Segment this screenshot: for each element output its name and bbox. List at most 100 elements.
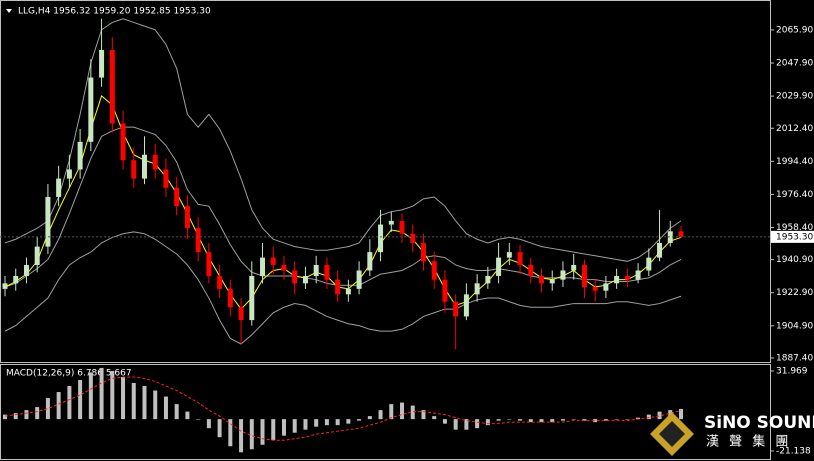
- macd-bar: [174, 404, 179, 420]
- candle-body: [141, 154, 147, 179]
- candle-body: [99, 49, 105, 78]
- macd-bar: [453, 419, 458, 430]
- candle-body: [345, 288, 351, 295]
- candle-body: [496, 257, 502, 277]
- chart-title: LLG,H4 1956.32 1959.20 1952.85 1953.30: [18, 7, 211, 17]
- candle-body: [206, 252, 212, 277]
- y-tick-label: 1958.40: [776, 223, 813, 233]
- candle-body: [581, 264, 587, 288]
- macd-bar: [464, 419, 469, 430]
- macd-bar: [389, 404, 394, 420]
- macd-bar: [550, 419, 555, 423]
- candle-body: [539, 276, 545, 284]
- macd-bar: [657, 411, 662, 420]
- macd-bar: [636, 417, 641, 420]
- macd-bar: [24, 410, 29, 420]
- y-tick-label: -21.138: [776, 446, 811, 456]
- candle-body: [152, 154, 158, 170]
- y-tick-label: 1994.40: [776, 157, 813, 167]
- macd-frame: [0, 364, 771, 460]
- y-tick-label: 1976.40: [776, 190, 813, 200]
- current-price-label: 1953.30: [776, 232, 813, 242]
- macd-bar: [131, 382, 136, 420]
- macd-bar: [67, 386, 72, 420]
- candle-body: [184, 206, 190, 229]
- macd-bar: [625, 419, 630, 420]
- macd-bar: [185, 411, 190, 420]
- candle-body: [485, 276, 491, 284]
- macd-bar: [163, 396, 168, 420]
- candle-body: [281, 264, 287, 271]
- macd-bar: [603, 419, 608, 421]
- y-tick-label: 2029.90: [776, 92, 813, 102]
- indicator-line: [4, 18, 682, 262]
- candle-body: [560, 270, 566, 280]
- candle-body: [195, 228, 201, 253]
- candle-body: [23, 264, 29, 277]
- macd-bar: [528, 419, 533, 423]
- macd-bar: [142, 386, 147, 420]
- candle-body: [571, 264, 577, 271]
- macd-bar: [324, 419, 329, 426]
- candle-body: [506, 252, 512, 258]
- candle-body: [420, 242, 426, 262]
- signal-line: [4, 376, 682, 441]
- candle-body: [528, 264, 534, 277]
- macd-bar: [432, 416, 437, 420]
- macd-bar: [442, 419, 447, 424]
- candle-body: [657, 242, 663, 258]
- candle-body: [549, 279, 555, 284]
- candle-body: [66, 169, 72, 179]
- macd-bar: [346, 419, 351, 424]
- candle-body: [324, 264, 330, 280]
- macd-bar: [357, 419, 362, 421]
- candle-body: [474, 283, 480, 295]
- macd-bar: [239, 419, 244, 453]
- macd-bar: [271, 419, 276, 441]
- candle-body: [302, 276, 308, 284]
- candle-body: [388, 220, 394, 225]
- macd-bar: [367, 416, 372, 420]
- indicator-line: [4, 126, 682, 288]
- logo-name: SiNO SOUND: [704, 413, 814, 433]
- macd-bar: [249, 419, 254, 450]
- candle-body: [131, 160, 137, 179]
- macd-bar: [281, 419, 286, 436]
- y-tick-label: 31.969: [776, 366, 808, 376]
- candle-body: [667, 231, 673, 243]
- candle-body: [120, 123, 126, 161]
- candle-body: [378, 224, 384, 253]
- candle-body: [2, 283, 8, 289]
- candle-body: [77, 141, 83, 170]
- candle-body: [292, 270, 298, 284]
- candle-body: [463, 294, 469, 317]
- candle-body: [270, 257, 276, 265]
- macd-bar: [421, 410, 426, 420]
- candle-body: [45, 196, 51, 247]
- candle-body: [249, 276, 255, 321]
- macd-bar: [121, 376, 126, 420]
- macd-bar: [582, 419, 587, 421]
- candle-body: [646, 257, 652, 271]
- menu-triangle[interactable]: [6, 9, 12, 13]
- macd-bar: [614, 419, 619, 420]
- current-price-box: [771, 230, 814, 243]
- candle-body: [603, 283, 609, 291]
- macd-bar: [593, 419, 598, 423]
- macd-bar: [303, 419, 308, 430]
- candle-body: [109, 49, 115, 124]
- macd-bar: [292, 419, 297, 433]
- candle-body: [335, 279, 341, 295]
- candle-body: [163, 169, 169, 188]
- macd-bar: [56, 392, 61, 420]
- candle-body: [174, 187, 180, 207]
- macd-bar: [153, 390, 158, 420]
- macd-bar: [196, 419, 201, 420]
- candle-body: [614, 276, 620, 284]
- macd-bar: [3, 414, 7, 420]
- indicator-line: [4, 231, 682, 345]
- macd-bar: [646, 414, 651, 420]
- y-tick-label: 1904.90: [776, 321, 813, 331]
- candle-body: [356, 270, 362, 289]
- macd-bar: [679, 408, 683, 420]
